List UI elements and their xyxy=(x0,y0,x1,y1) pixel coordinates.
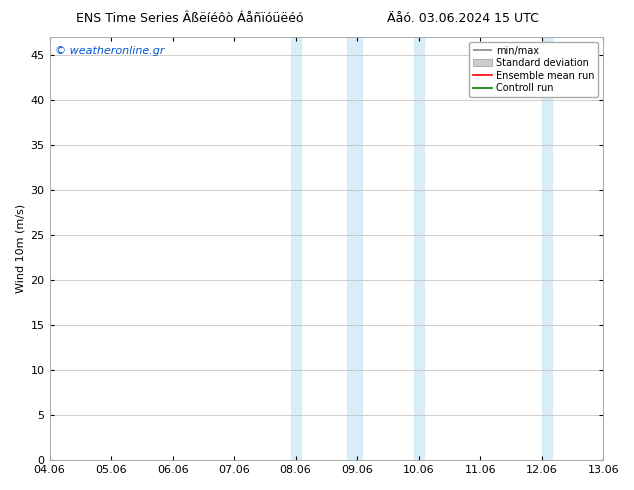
Text: ENS Time Series Âßëíéôò Áåñïóüëéó: ENS Time Series Âßëíéôò Áåñïóüëéó xyxy=(77,12,304,25)
Legend: min/max, Standard deviation, Ensemble mean run, Controll run: min/max, Standard deviation, Ensemble me… xyxy=(469,42,598,97)
Bar xyxy=(541,37,552,460)
Text: Äåó. 03.06.2024 15 UTC: Äåó. 03.06.2024 15 UTC xyxy=(387,12,539,25)
Y-axis label: Wind 10m (m/s): Wind 10m (m/s) xyxy=(15,204,25,293)
Bar xyxy=(347,37,362,460)
Bar xyxy=(290,37,301,460)
Bar xyxy=(414,37,424,460)
Text: © weatheronline.gr: © weatheronline.gr xyxy=(55,46,165,55)
